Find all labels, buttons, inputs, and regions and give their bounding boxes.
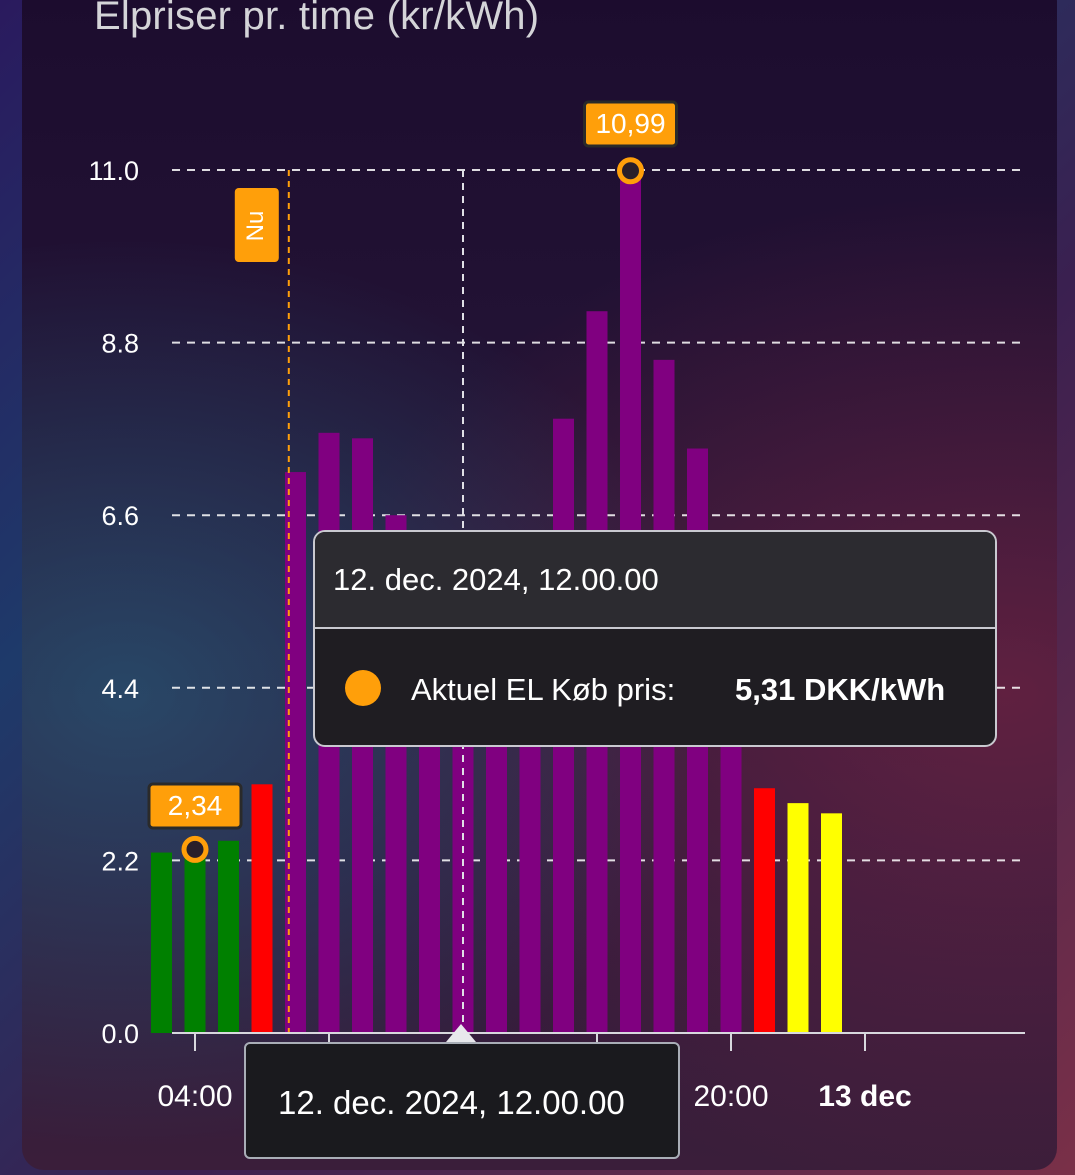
max-price-marker-point bbox=[617, 157, 644, 185]
axis-pointer-label: 12. dec. 2024, 12.00.00 bbox=[244, 1042, 680, 1159]
y-tick-label: 8.8 bbox=[101, 329, 139, 359]
price-bar bbox=[218, 840, 239, 1033]
x-tick-label: 04:00 bbox=[157, 1080, 232, 1113]
y-tick-label: 11.0 bbox=[88, 156, 139, 186]
tooltip-series-label: Aktuel EL Køb pris: bbox=[411, 672, 676, 707]
min-price-marker-label: 2,34 bbox=[168, 790, 223, 821]
max-price-marker-label: 10,99 bbox=[595, 108, 665, 139]
x-tick-label: 20:00 bbox=[693, 1080, 768, 1113]
price-bar bbox=[720, 679, 742, 1033]
price-bar bbox=[184, 849, 206, 1033]
price-bar bbox=[251, 784, 273, 1033]
tooltip-series-value: 5,31 DKK/kWh bbox=[735, 672, 946, 707]
axis-pointer-arrow-icon bbox=[446, 1024, 476, 1042]
min-price-marker-badge bbox=[147, 782, 243, 830]
now-marker-label: Nu bbox=[242, 211, 269, 242]
min-price-marker-point bbox=[181, 835, 209, 863]
axis-pointer-text: 12. dec. 2024, 12.00.00 bbox=[278, 1084, 625, 1121]
now-marker-badge bbox=[234, 188, 279, 262]
y-tick-label: 2.2 bbox=[101, 846, 139, 876]
series-dot-icon bbox=[345, 670, 381, 706]
x-tick-label: 13 dec bbox=[818, 1080, 911, 1113]
tooltip-title: 12. dec. 2024, 12.00.00 bbox=[315, 532, 995, 629]
price-bar bbox=[787, 803, 809, 1033]
y-tick-label: 6.6 bbox=[101, 501, 139, 531]
price-bar bbox=[285, 472, 306, 1033]
max-price-marker-badge bbox=[583, 100, 678, 148]
y-tick-label: 0.0 bbox=[101, 1019, 139, 1049]
y-tick-label: 4.4 bbox=[101, 674, 139, 704]
price-bar bbox=[821, 813, 842, 1033]
price-bar bbox=[151, 852, 172, 1033]
card-title: Elpriser pr. time (kr/kWh) bbox=[94, 0, 540, 38]
chart-tooltip: 12. dec. 2024, 12.00.00 Aktuel EL Køb pr… bbox=[313, 530, 997, 747]
price-bar bbox=[754, 788, 775, 1033]
